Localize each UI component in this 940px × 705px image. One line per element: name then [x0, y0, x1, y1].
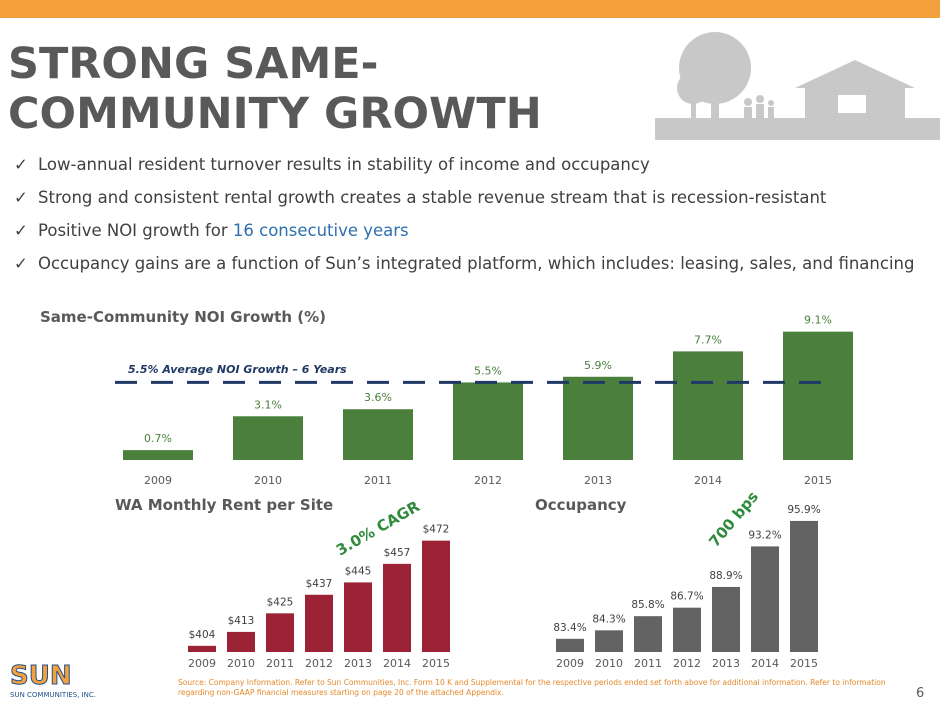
bar [563, 376, 633, 460]
logo: SUN [10, 661, 72, 691]
value-label: $457 [384, 547, 411, 559]
value-label: 7.7% [694, 333, 722, 346]
bullet: ✓ Low-annual resident turnover results in… [14, 154, 919, 175]
x-tick-label: 2011 [634, 657, 662, 670]
title: COMMUNITY GROWTH [8, 89, 542, 139]
x-tick-label: 2009 [144, 474, 172, 487]
value-label: 84.3% [592, 613, 625, 625]
bullet: ✓ Positive NOI growth for 16 consecutive … [14, 221, 409, 240]
bar [188, 645, 216, 652]
source-note: Source: Company Information. Refer to Su… [178, 678, 886, 697]
bar [673, 351, 743, 460]
bar [556, 638, 584, 652]
top-band [0, 0, 940, 18]
x-tick-label: 2011 [364, 474, 392, 487]
x-tick-label: 2010 [227, 657, 255, 670]
value-label: 3.1% [254, 398, 282, 411]
x-tick-label: 2013 [344, 657, 372, 670]
value-label: 9.1% [804, 314, 832, 327]
value-label: 83.4% [553, 622, 586, 634]
x-tick-label: 2015 [790, 657, 818, 670]
bullet: ✓ Occupancy gains are a function of Sun’s… [14, 253, 919, 274]
value-label: 85.8% [631, 599, 664, 611]
x-tick-label: 2015 [804, 474, 832, 487]
annotation: 5.5% Average NOI Growth – 6 Years [128, 363, 347, 376]
x-tick-label: 2014 [751, 657, 779, 670]
bar [227, 631, 255, 652]
x-tick-label: 2010 [595, 657, 623, 670]
bar [790, 520, 818, 652]
value-label: 86.7% [670, 591, 703, 603]
bullet: ✓ Strong and consistent rental growth cre… [14, 187, 919, 208]
value-label: 5.5% [474, 364, 502, 377]
bullet-highlight: 16 consecutive years [232, 221, 409, 240]
title: STRONG SAME- [8, 39, 378, 89]
bar [453, 382, 523, 460]
x-tick-label: 2009 [188, 657, 216, 670]
bullet-text: Strong and consistent rental growth crea… [38, 188, 827, 207]
bar [383, 563, 411, 652]
value-label: 88.9% [709, 570, 742, 582]
chart-title: Occupancy [535, 496, 627, 514]
x-tick-label: 2014 [383, 657, 411, 670]
bullet-text: Positive NOI growth for [38, 221, 233, 240]
bar [233, 416, 303, 460]
illustration [655, 32, 940, 140]
bar [712, 586, 740, 652]
x-tick-label: 2009 [556, 657, 584, 670]
x-tick-label: 2012 [474, 474, 502, 487]
bar [343, 409, 413, 460]
chart-title: Same-Community NOI Growth (%) [40, 308, 326, 326]
x-tick-label: 2013 [712, 657, 740, 670]
bar [344, 582, 372, 652]
value-label: $445 [345, 565, 372, 577]
value-label: 3.6% [364, 391, 392, 404]
bar [783, 331, 853, 460]
x-tick-label: 2015 [422, 657, 450, 670]
value-label: 5.9% [584, 359, 612, 372]
x-tick-label: 2010 [254, 474, 282, 487]
bar [266, 613, 294, 652]
value-label: $425 [267, 596, 294, 608]
value-label: 93.2% [748, 529, 781, 541]
value-label: 95.9% [787, 504, 820, 516]
bar [673, 607, 701, 652]
bar [305, 594, 333, 652]
x-tick-label: 2013 [584, 474, 612, 487]
x-tick-label: 2012 [673, 657, 701, 670]
value-label: $404 [189, 629, 216, 641]
bullet-text: Low-annual resident turnover results in … [38, 155, 650, 174]
value-label: $413 [228, 615, 255, 627]
bar [634, 616, 662, 652]
bar [123, 450, 193, 460]
logo-sub: SUN COMMUNITIES, INC. [10, 691, 96, 699]
bullet-text: Occupancy gains are a function of Sun’s … [38, 254, 915, 273]
bar [751, 546, 779, 652]
x-tick-label: 2011 [266, 657, 294, 670]
x-tick-label: 2012 [305, 657, 333, 670]
bar [422, 540, 450, 652]
value-label: $437 [306, 578, 333, 590]
value-label: $472 [423, 524, 450, 536]
bar [595, 630, 623, 652]
chart-title: WA Monthly Rent per Site [115, 496, 333, 514]
value-label: 0.7% [144, 432, 172, 445]
page-number: 6 [916, 686, 924, 701]
x-tick-label: 2014 [694, 474, 722, 487]
